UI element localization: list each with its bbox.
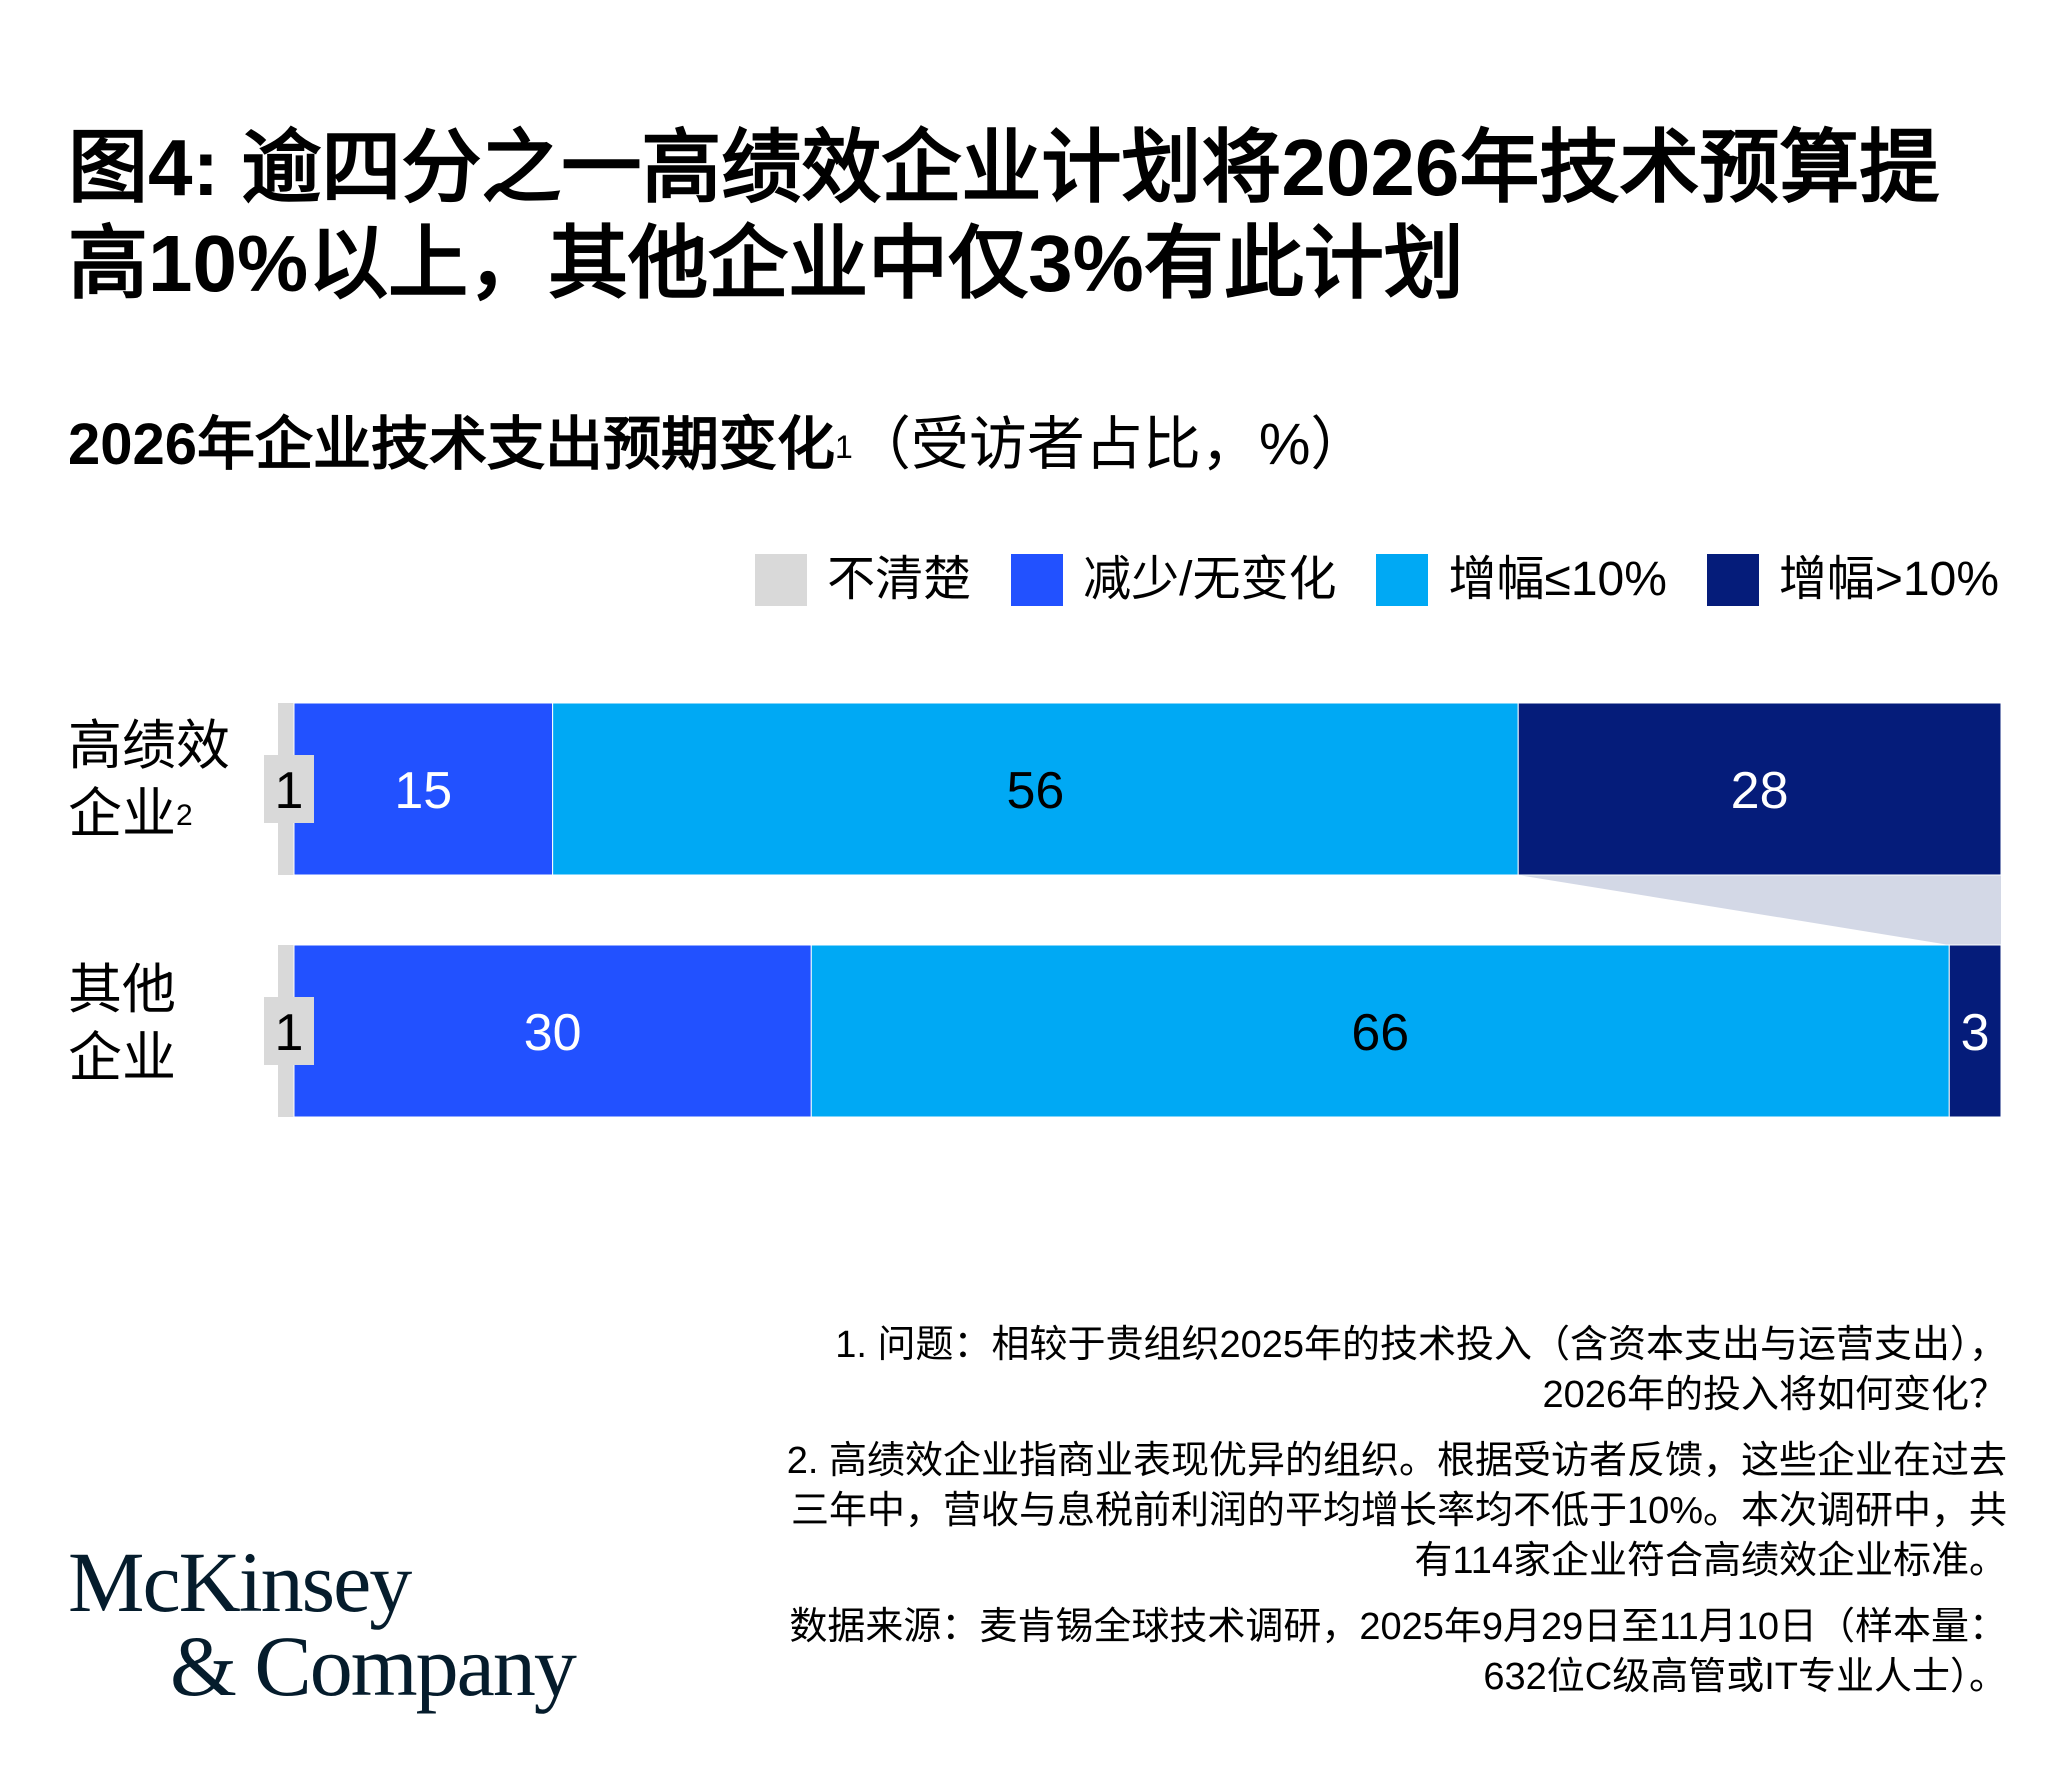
data-label-减少/无变化-row1: 15 (394, 762, 452, 820)
bar-segment-增幅>10%-row2 (1948, 944, 2002, 1118)
data-label-增幅>10%-row2: 3 (1961, 1004, 1990, 1062)
legend-item-unclear: 不清楚 (755, 552, 971, 608)
row-label-high-performers-line2-wrap: 企业2 (68, 780, 230, 848)
footnote-2: 2. 高绩效企业指商业表现优异的组织。根据受访者反馈，这些企业在过去 三年中，营… (607, 1436, 2007, 1586)
legend-item-increase-small: 增幅≤10% (1376, 552, 1667, 608)
subtitle-main: 2026年企业技术支出预期变化 (68, 412, 836, 477)
source-line2: 632位C级高管或IT专业人士）。 (1483, 1656, 2007, 1698)
data-label-unclear-row2: 1 (275, 1004, 304, 1062)
legend-swatch-decrease (1011, 554, 1064, 606)
footnote-1: 1. 问题：相较于贵组织2025年的技术投入（含资本支出与运营支出）， 2026… (607, 1320, 2007, 1420)
legend-label-unclear: 不清楚 (827, 553, 972, 606)
chart-legend: 不清楚 减少/无变化 增幅≤10% 增幅>10% (755, 552, 1999, 608)
row-label-footnote-mark: 2 (176, 799, 193, 832)
bar-segment-增幅>10%-row1 (1517, 702, 2002, 876)
legend-item-increase-large: 增幅>10% (1706, 552, 1999, 608)
legend-swatch-unclear (755, 554, 808, 606)
footnote-2-line3: 有114家企业符合高绩效企业标准。 (1414, 1540, 2007, 1582)
legend-swatch-increase-large (1706, 554, 1759, 606)
source-line1: 数据来源：麦肯锡全球技术调研，2025年9月29日至11月10日（样本量： (789, 1606, 2007, 1648)
connector-increase-large (1518, 875, 2001, 945)
data-label-增幅>10%-row1: 28 (1731, 762, 1789, 820)
subtitle-footnote-mark: 1 (835, 429, 853, 465)
row-label-high-performers-line1: 高绩效 (68, 716, 230, 776)
row-label-high-performers-line2: 企业 (68, 784, 176, 844)
footnote-1-line1: 1. 问题：相较于贵组织2025年的技术投入（含资本支出与运营支出）， (835, 1324, 2007, 1366)
subtitle-unit: （受访者占比，%） (852, 412, 1369, 477)
chart-title: 图4: 逾四分之一高绩效企业计划将2026年技术预算提高10%以上，其他企业中仅… (68, 123, 1940, 308)
legend-swatch-increase-small (1376, 554, 1429, 606)
stacked-bar-chart: 15 56 28 1 30 66 3 1 (264, 702, 2002, 1118)
legend-item-decrease: 减少/无变化 (1011, 552, 1336, 608)
row-label-high-performers: 高绩效 企业2 (68, 712, 230, 848)
logo-line2: & Company (170, 1618, 577, 1714)
row-label-others-line1: 其他 (68, 960, 176, 1020)
footnote-1-line2: 2026年的投入将如何变化？ (1542, 1374, 2007, 1416)
bar-segment-增幅≤10%-row1 (552, 702, 1519, 876)
data-label-bg-unclear-row1 (264, 755, 314, 823)
mckinsey-logo: McKinsey & Company (68, 1534, 577, 1714)
row-label-others-line2: 企业 (68, 1028, 176, 1088)
bar-segment-增幅≤10%-row2 (810, 944, 1950, 1118)
footnotes: 1. 问题：相较于贵组织2025年的技术投入（含资本支出与运营支出）， 2026… (607, 1320, 2007, 1718)
footnote-2-line2: 三年中，营收与息税前利润的平均增长率均不低于10%。本次调研中，共 (790, 1490, 2007, 1532)
data-label-减少/无变化-row2: 30 (524, 1004, 582, 1062)
bar-segment-减少/无变化-row1 (293, 702, 554, 876)
data-label-增幅≤10%-row1: 56 (1007, 762, 1065, 820)
footnote-2-line1: 2. 高绩效企业指商业表现优异的组织。根据受访者反馈，这些企业在过去 (786, 1440, 2007, 1482)
bar-segment-减少/无变化-row2 (293, 944, 812, 1118)
data-label-bg-unclear-row2 (264, 997, 314, 1065)
data-label-增幅≤10%-row2: 66 (1351, 1004, 1409, 1062)
legend-label-increase-small: 增幅≤10% (1448, 553, 1667, 606)
chart-subtitle: 2026年企业技术支出预期变化1（受访者占比，%） (68, 410, 1968, 480)
legend-label-decrease: 减少/无变化 (1083, 553, 1337, 606)
legend-label-increase-large: 增幅>10% (1778, 553, 1999, 606)
source-note: 数据来源：麦肯锡全球技术调研，2025年9月29日至11月10日（样本量： 63… (607, 1602, 2007, 1702)
data-label-unclear-row1: 1 (275, 762, 304, 820)
row-label-others: 其他 企业 (68, 956, 176, 1092)
logo-line1: McKinsey (68, 1534, 412, 1630)
